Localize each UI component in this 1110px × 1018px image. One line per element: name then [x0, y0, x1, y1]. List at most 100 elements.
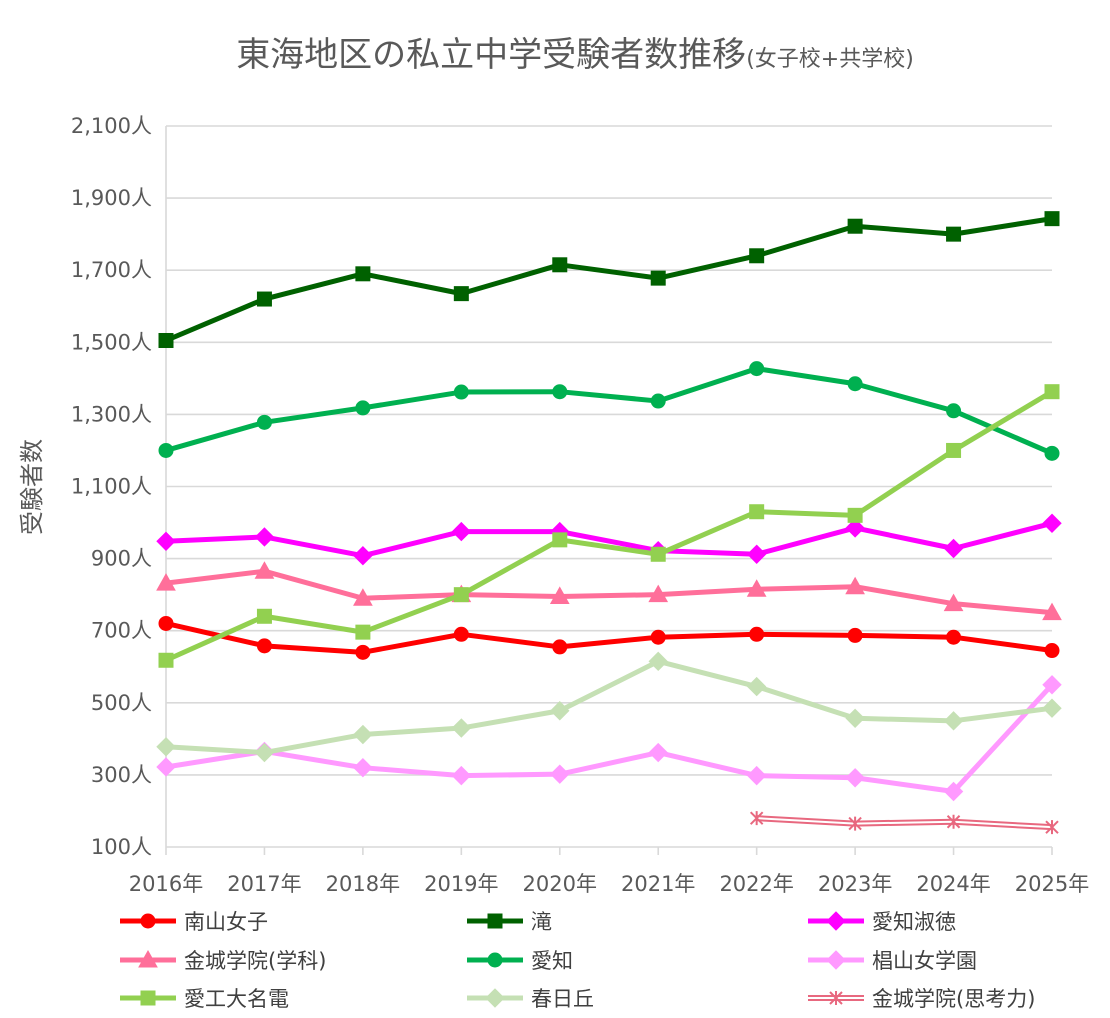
chart-subtitle: (女子校+共学校) — [746, 47, 914, 72]
data-point — [256, 414, 272, 430]
data-point — [1045, 820, 1059, 835]
legend-entry: 滝 — [467, 910, 552, 934]
legend-swatch-marker — [485, 988, 505, 1008]
data-point — [1044, 643, 1060, 659]
data-point — [453, 286, 469, 302]
data-point — [746, 765, 767, 786]
data-point — [158, 652, 174, 668]
series-line — [163, 389, 1055, 663]
data-point — [355, 266, 371, 282]
series — [156, 211, 1062, 835]
data-point — [650, 270, 666, 286]
data-point — [648, 742, 668, 763]
series-line — [163, 682, 1055, 794]
data-point — [845, 576, 865, 595]
legend-entry: 南山女子 — [120, 910, 268, 934]
legend-label: 椙山女学園 — [872, 949, 977, 973]
legend-swatch-marker — [829, 991, 843, 1005]
data-point — [256, 608, 272, 624]
legend-label: 滝 — [531, 910, 552, 934]
data-point — [552, 532, 568, 548]
series-line — [163, 658, 1055, 756]
data-point — [355, 400, 371, 416]
data-point — [943, 593, 964, 612]
legend-label: 愛知淑徳 — [872, 910, 956, 934]
series-6 — [156, 675, 1062, 802]
data-point — [847, 507, 863, 523]
series-line — [163, 216, 1055, 343]
data-point — [650, 546, 666, 562]
series-line — [163, 620, 1055, 655]
series-9 — [749, 811, 1059, 835]
gridlines — [165, 125, 1052, 848]
series-line-inner — [756, 817, 1053, 829]
y-tick-label: 900人 — [91, 547, 152, 571]
data-point — [1044, 384, 1060, 400]
x-tick-label: 2016年 — [129, 872, 203, 896]
legend-label: 春日丘 — [531, 987, 594, 1011]
legend-swatch-marker — [826, 911, 846, 931]
data-point — [552, 639, 568, 655]
legend-swatch-marker — [140, 913, 156, 929]
x-tick-label: 2021年 — [621, 872, 695, 896]
legend-label: 金城学院(思考力) — [872, 987, 1035, 1011]
data-point — [254, 742, 275, 763]
data-point — [749, 811, 764, 826]
data-point — [746, 579, 767, 597]
data-point — [156, 573, 176, 591]
data-point — [158, 332, 174, 348]
y-tick-label: 700人 — [91, 619, 152, 643]
data-point — [355, 644, 371, 660]
legend-entry: 春日丘 — [467, 987, 594, 1011]
legend-swatch-marker — [487, 913, 503, 929]
legend-entry: 愛工大名電 — [120, 987, 289, 1011]
legend-swatch-marker — [487, 952, 503, 968]
data-point — [648, 584, 669, 603]
data-point — [946, 403, 962, 419]
x-tick-label: 2022年 — [719, 872, 793, 896]
data-point — [156, 531, 176, 552]
data-point — [552, 257, 568, 273]
x-tick-label: 2024年 — [916, 872, 990, 896]
data-point — [549, 586, 570, 604]
legend-entry: 金城学院(学科) — [120, 949, 326, 973]
data-point — [451, 718, 472, 738]
data-point — [746, 676, 767, 697]
series-2 — [158, 211, 1060, 348]
legend-label: 愛工大名電 — [184, 987, 289, 1011]
y-tick-label: 300人 — [91, 763, 152, 787]
data-point — [746, 544, 767, 564]
data-point — [1042, 513, 1062, 533]
legend-swatch-marker — [826, 950, 846, 970]
y-tick-label: 500人 — [91, 691, 152, 715]
series-line — [163, 520, 1055, 559]
data-point — [943, 538, 964, 559]
data-point — [353, 724, 373, 745]
x-tick-label: 2019年 — [424, 872, 498, 896]
x-tick-label: 2020年 — [523, 872, 597, 896]
data-point — [943, 711, 964, 731]
legend-swatch-marker — [138, 949, 158, 968]
data-point — [353, 588, 373, 606]
data-point — [946, 226, 962, 242]
data-point — [749, 504, 765, 520]
legend-entry: 愛知 — [467, 949, 573, 973]
y-tick-label: 1,300人 — [71, 402, 152, 426]
data-point — [158, 615, 174, 631]
chart-title: 東海地区の私立中学受験者数推移(女子校+共学校) — [236, 35, 914, 75]
data-point — [847, 376, 863, 392]
data-point — [943, 781, 964, 802]
data-point — [1044, 445, 1060, 461]
series-1 — [158, 615, 1060, 660]
data-point — [552, 384, 568, 400]
data-point — [156, 737, 176, 757]
y-tick-label: 1,700人 — [71, 258, 152, 282]
data-point — [158, 442, 174, 458]
data-point — [1044, 211, 1060, 227]
legend-label: 愛知 — [531, 949, 573, 973]
data-point — [254, 527, 275, 547]
data-point — [845, 708, 865, 729]
y-axis-ticks: 100人 300人 500人 700人 900人 1,100人 1,300人 1,500人 1,… — [71, 114, 152, 859]
data-point — [453, 626, 469, 642]
